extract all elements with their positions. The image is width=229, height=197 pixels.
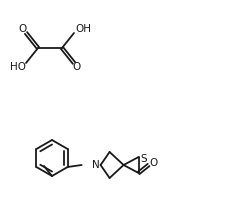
Text: HO: HO [10,62,26,72]
Text: OH: OH [75,24,91,34]
Text: O: O [19,24,27,34]
Text: N: N [91,160,99,170]
Text: O: O [73,62,81,72]
Text: O: O [149,158,157,168]
Text: S: S [140,154,146,164]
